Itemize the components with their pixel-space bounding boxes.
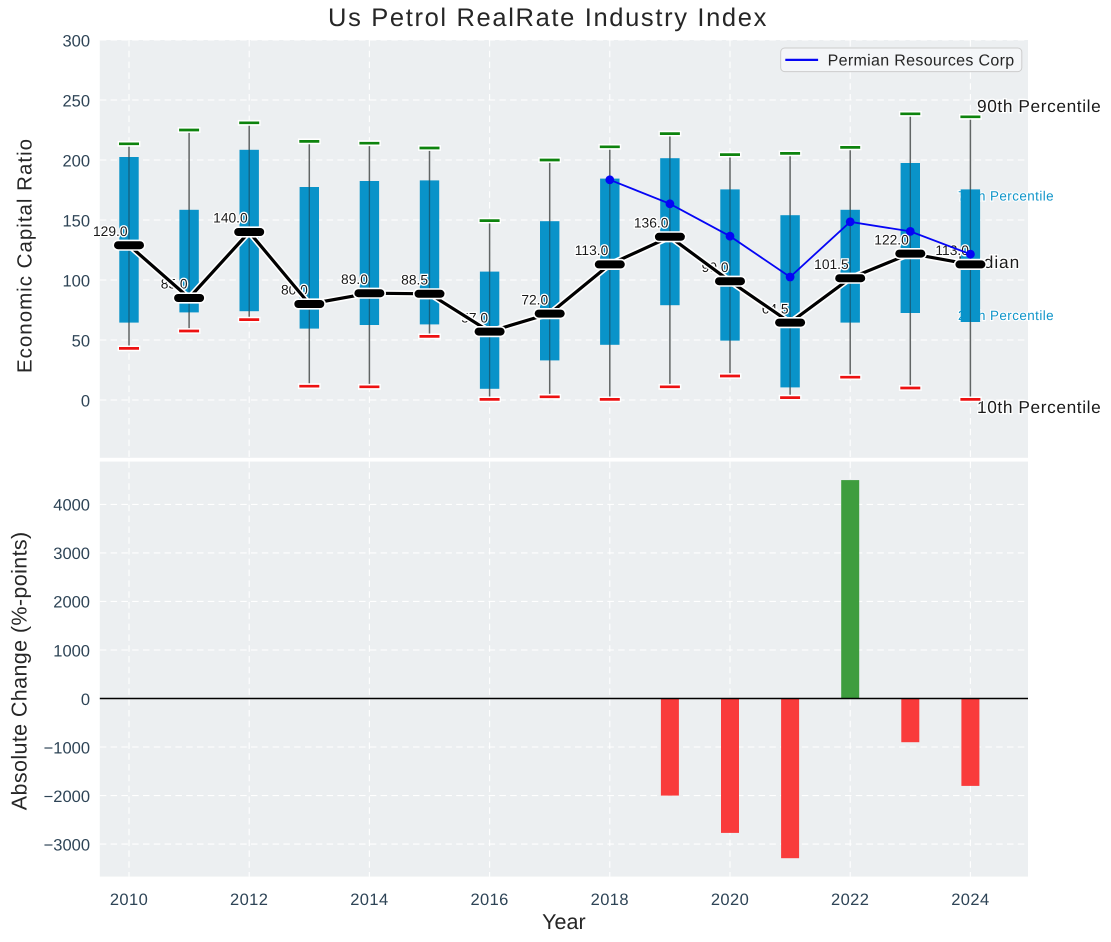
svg-text:−3000: −3000 [44, 836, 90, 854]
svg-text:140.0: 140.0 [213, 211, 248, 226]
svg-text:3000: 3000 [53, 545, 90, 563]
svg-text:136.0: 136.0 [634, 216, 669, 231]
svg-text:4000: 4000 [53, 497, 90, 515]
svg-text:−1000: −1000 [44, 739, 90, 757]
svg-text:10th Percentile: 10th Percentile [977, 397, 1101, 417]
svg-text:113.0: 113.0 [935, 243, 969, 258]
svg-text:89.0: 89.0 [341, 272, 368, 287]
svg-text:2024: 2024 [951, 891, 989, 909]
svg-text:2016: 2016 [470, 891, 508, 909]
svg-text:200: 200 [62, 152, 90, 170]
svg-text:2010: 2010 [110, 891, 148, 909]
svg-text:Economic Capital Ratio: Economic Capital Ratio [14, 138, 37, 373]
svg-text:90th Percentile: 90th Percentile [977, 96, 1101, 116]
svg-text:2014: 2014 [350, 891, 388, 909]
svg-text:2018: 2018 [591, 891, 629, 909]
svg-text:50: 50 [72, 332, 90, 350]
svg-text:75th Percentile: 75th Percentile [958, 189, 1054, 204]
svg-text:2022: 2022 [831, 891, 869, 909]
svg-text:88.5: 88.5 [401, 273, 428, 288]
svg-text:101.5: 101.5 [814, 257, 849, 272]
svg-text:300: 300 [62, 32, 90, 50]
svg-text:72.0: 72.0 [521, 292, 548, 307]
svg-text:2020: 2020 [711, 891, 749, 909]
svg-text:25th Percentile: 25th Percentile [958, 308, 1054, 323]
svg-text:Us Petrol RealRate Industry In: Us Petrol RealRate Industry Index [328, 4, 768, 32]
svg-text:2012: 2012 [230, 891, 268, 909]
svg-text:Year: Year [542, 910, 585, 934]
svg-text:113.0: 113.0 [575, 243, 609, 258]
svg-text:100: 100 [62, 272, 90, 290]
svg-text:0: 0 [81, 392, 90, 410]
svg-text:0: 0 [81, 691, 90, 709]
svg-text:Permian Resources Corp: Permian Resources Corp [828, 52, 1015, 69]
svg-text:250: 250 [62, 92, 90, 110]
svg-text:Absolute Change (%-points): Absolute Change (%-points) [8, 531, 32, 810]
svg-text:129.0: 129.0 [93, 224, 128, 239]
svg-text:1000: 1000 [53, 642, 90, 660]
svg-text:150: 150 [62, 212, 90, 230]
svg-text:2000: 2000 [53, 594, 90, 612]
svg-text:122.0: 122.0 [874, 232, 909, 247]
svg-text:−2000: −2000 [44, 788, 90, 806]
